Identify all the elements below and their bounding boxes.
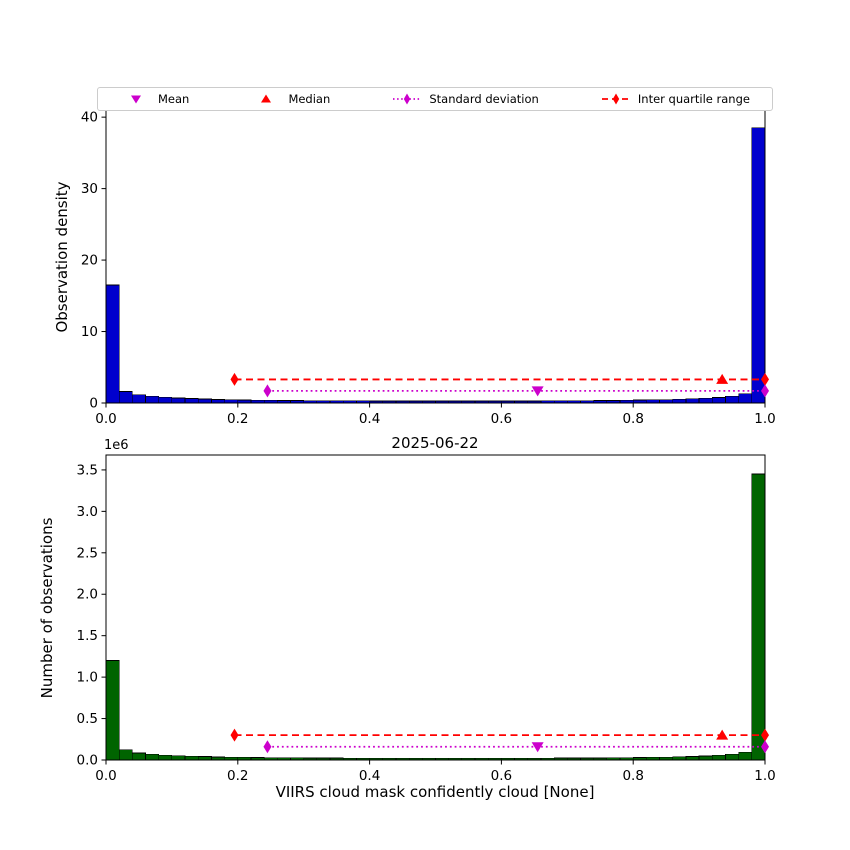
histogram-bar — [145, 754, 160, 761]
axes-spines — [105, 109, 766, 404]
median-marker — [716, 373, 729, 384]
bottom-y-axis-label: Number of observations — [38, 517, 56, 699]
thin-diamond-icon — [601, 93, 630, 105]
thin-diamond-icon — [393, 93, 422, 105]
y-tick-label: 10 — [81, 324, 98, 340]
x-tick-label: 0.4 — [359, 768, 380, 784]
histogram-bar — [118, 749, 133, 761]
x-tick-label: 0.8 — [622, 768, 643, 784]
histogram-bar — [751, 473, 766, 761]
x-tick-label: 0.6 — [491, 768, 512, 784]
x-tick-label: 0.2 — [227, 411, 248, 427]
histogram-bar — [698, 397, 713, 404]
histogram-bar — [145, 395, 160, 404]
histogram-bar — [171, 397, 186, 404]
histogram-bar — [118, 391, 133, 404]
histogram-bar — [685, 398, 700, 404]
iqr-diamond-marker — [230, 372, 239, 386]
top-y-axis-label: Observation density — [53, 181, 71, 333]
x-tick-label: 0.6 — [491, 411, 512, 427]
legend-marker — [261, 94, 272, 103]
histogram-bar — [711, 754, 726, 761]
y-tick-label: 3.0 — [77, 504, 98, 520]
legend-marker — [404, 93, 411, 105]
histogram-bar — [659, 399, 674, 404]
legend-item-inter-quartile-range: Inter quartile range — [600, 91, 750, 107]
histogram-bars — [105, 473, 766, 761]
legend-label: Mean — [158, 92, 190, 106]
x-tick-label: 0.2 — [227, 768, 248, 784]
iqr-diamond-marker — [230, 728, 239, 742]
y-tick-label: 2.5 — [77, 545, 98, 561]
histogram-bar — [672, 398, 687, 404]
histogram-bar — [698, 755, 713, 761]
y-tick-label: 0.0 — [77, 753, 98, 769]
histogram-bar — [685, 756, 700, 761]
histogram-bar — [132, 752, 146, 761]
y-tick-label: 40 — [81, 110, 98, 126]
legend-item-median: Median — [250, 91, 330, 107]
x-tick-label: 1.0 — [754, 768, 775, 784]
y-tick-label: 0.5 — [77, 711, 98, 727]
histogram-bar — [751, 127, 766, 404]
x-tick-label: 0.8 — [622, 411, 643, 427]
x-tick-label: 0.4 — [359, 411, 380, 427]
subplot-title-date: 2025-06-22 — [391, 434, 479, 452]
legend-label: Inter quartile range — [637, 92, 750, 106]
histogram-bar — [184, 755, 199, 761]
histogram-bar — [171, 755, 186, 761]
histogram-bar — [105, 284, 120, 404]
std-diamond-marker — [761, 740, 769, 754]
y-tick-label: 30 — [81, 181, 98, 197]
histogram-bar — [711, 397, 726, 404]
legend-marker — [131, 95, 141, 104]
y-tick-label: 20 — [81, 253, 98, 269]
mean-marker — [531, 386, 544, 397]
histogram-bar — [158, 396, 173, 404]
triangle-down-icon — [131, 95, 141, 104]
legend-marker — [612, 93, 620, 105]
y-tick-label: 0 — [89, 396, 98, 412]
histogram-bar — [738, 393, 753, 404]
legend-item-mean: Mean — [120, 91, 189, 107]
legend-label: Median — [288, 92, 331, 106]
std-diamond-marker — [263, 384, 272, 398]
x-tick-label: 1.0 — [754, 411, 775, 427]
iqr-diamond-marker — [761, 728, 769, 742]
histogram-bar — [105, 660, 120, 761]
median-marker — [716, 729, 729, 740]
histogram-bar — [184, 398, 199, 404]
histogram-bar — [725, 753, 739, 761]
y-tick-label: 3.5 — [77, 462, 98, 478]
axes-spines — [105, 454, 766, 761]
iqr-diamond-marker — [761, 372, 769, 386]
histogram-bar — [132, 394, 146, 404]
histogram-bar — [197, 756, 212, 761]
y-axis-offset-label: 1e6 — [104, 438, 129, 453]
histogram-bar — [211, 399, 225, 404]
x-tick-label: 0.0 — [95, 411, 116, 427]
std-diamond-marker — [761, 384, 769, 398]
legend-box: Mean Median Standard deviation Inter quarti… — [97, 87, 773, 111]
histogram-bar — [738, 751, 753, 761]
histogram-bar — [158, 754, 173, 761]
triangle-up-icon — [261, 94, 272, 103]
y-tick-label: 1.5 — [77, 628, 98, 644]
legend-item-standard-deviation: Standard deviation — [391, 91, 539, 107]
histogram-bars — [105, 127, 766, 404]
y-tick-label: 2.0 — [77, 587, 98, 603]
std-diamond-marker — [263, 740, 272, 754]
histogram-bar — [725, 395, 739, 404]
x-axis-label: VIIRS cloud mask confidently cloud [None… — [275, 783, 595, 801]
y-tick-label: 1.0 — [77, 670, 98, 686]
mean-marker — [531, 742, 544, 753]
x-tick-label: 0.0 — [95, 768, 116, 784]
histogram-bar — [197, 398, 212, 404]
legend-label: Standard deviation — [429, 92, 539, 106]
